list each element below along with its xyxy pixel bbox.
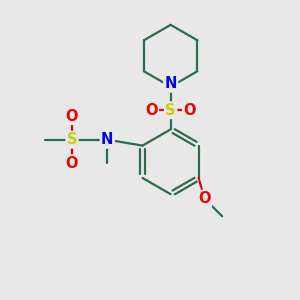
Text: N: N: [101, 132, 113, 147]
Text: S: S: [67, 132, 77, 147]
Text: O: O: [66, 156, 78, 171]
Text: O: O: [184, 103, 196, 118]
Text: N: N: [164, 76, 177, 91]
Text: O: O: [66, 109, 78, 124]
Text: O: O: [145, 103, 158, 118]
Text: O: O: [198, 191, 211, 206]
Text: S: S: [165, 103, 176, 118]
